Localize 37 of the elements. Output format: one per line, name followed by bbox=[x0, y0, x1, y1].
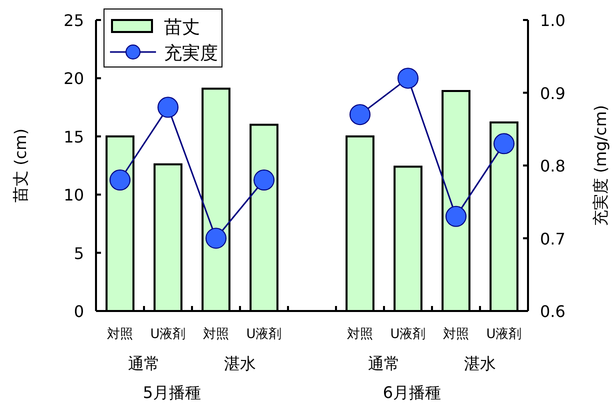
point bbox=[158, 96, 178, 118]
x-tick-label: 対照 bbox=[107, 326, 133, 342]
text: 通常 bbox=[368, 354, 400, 373]
x-tick-label: 対照 bbox=[203, 326, 229, 342]
point bbox=[446, 206, 466, 227]
y2-tick-label: 0.8 bbox=[540, 156, 566, 176]
point bbox=[350, 104, 370, 126]
legend-label: 充実度 bbox=[164, 43, 218, 64]
x-tick-label: 対照 bbox=[347, 326, 373, 342]
text: 通常 bbox=[128, 354, 160, 373]
x-tick-label: 対照 bbox=[443, 326, 469, 342]
point bbox=[254, 170, 274, 191]
y-axis-title: 苗丈 (cm) bbox=[11, 128, 30, 202]
text: 湛水 bbox=[464, 354, 496, 373]
text: 6月播種 bbox=[382, 383, 442, 402]
text: 5月播種 bbox=[142, 383, 202, 402]
y-tick-label: 5 bbox=[74, 244, 84, 263]
point bbox=[398, 68, 418, 89]
x-tick-label: U液剤 bbox=[486, 327, 522, 342]
y-tick-label: 10 bbox=[64, 186, 84, 205]
y2-axis-title: 充実度 (mg/cm) bbox=[591, 104, 610, 226]
point bbox=[206, 228, 226, 249]
y-tick-label: 0 bbox=[74, 302, 84, 321]
y2-tick-label: 0.6 bbox=[540, 302, 566, 321]
x-tick-label: U液剤 bbox=[150, 327, 186, 342]
y-tick-label: 15 bbox=[64, 127, 84, 146]
y2-tick-label: 0.7 bbox=[540, 229, 566, 248]
y-tick-label: 20 bbox=[64, 69, 84, 88]
point bbox=[494, 133, 514, 154]
y2-tick-label: 0.9 bbox=[540, 84, 566, 103]
x-tick-label: U液剤 bbox=[246, 327, 282, 342]
point bbox=[110, 170, 130, 191]
legend-label: 苗丈 bbox=[164, 17, 200, 38]
text: 湛水 bbox=[224, 354, 256, 373]
y-tick-label: 25 bbox=[64, 11, 84, 30]
y2-tick-label: 1.0 bbox=[540, 11, 566, 30]
x-tick-label: U液剤 bbox=[390, 327, 426, 342]
